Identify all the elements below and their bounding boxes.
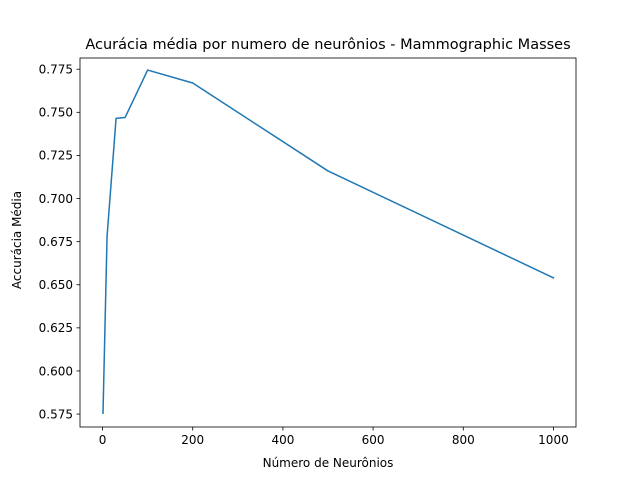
y-tick-label: 0.600 (39, 364, 73, 378)
y-tick-label: 0.700 (39, 192, 73, 206)
axes-frame (79, 57, 577, 428)
y-axis-label: Accurácia Média (10, 191, 24, 289)
chart-title: Acurácia média por numero de neurônios -… (85, 37, 570, 53)
y-axis-ticks: 0.575 0.600 0.625 0.650 0.675 0.700 0.725 0.750… (39, 63, 80, 421)
x-tick-label: 1000 (538, 433, 569, 447)
y-tick-label: 0.725 (39, 149, 73, 163)
y-tick-label: 0.625 (39, 321, 73, 335)
y-tick-label: 0.775 (39, 63, 73, 77)
x-tick-label: 400 (271, 433, 294, 447)
y-tick-label: 0.650 (39, 278, 73, 292)
x-axis-label: Número de Neurônios (263, 456, 394, 470)
plot-area (79, 57, 577, 428)
x-tick-label: 200 (181, 433, 204, 447)
series-line-0 (102, 69, 555, 414)
y-tick-label: 0.575 (39, 407, 73, 421)
y-tick-label: 0.750 (39, 106, 73, 120)
y-tick-label: 0.675 (39, 235, 73, 249)
x-axis-ticks: 0 200 400 600 800 1000 (99, 427, 569, 447)
x-tick-label: 600 (362, 433, 385, 447)
x-tick-label: 0 (99, 433, 107, 447)
x-tick-label: 800 (452, 433, 475, 447)
